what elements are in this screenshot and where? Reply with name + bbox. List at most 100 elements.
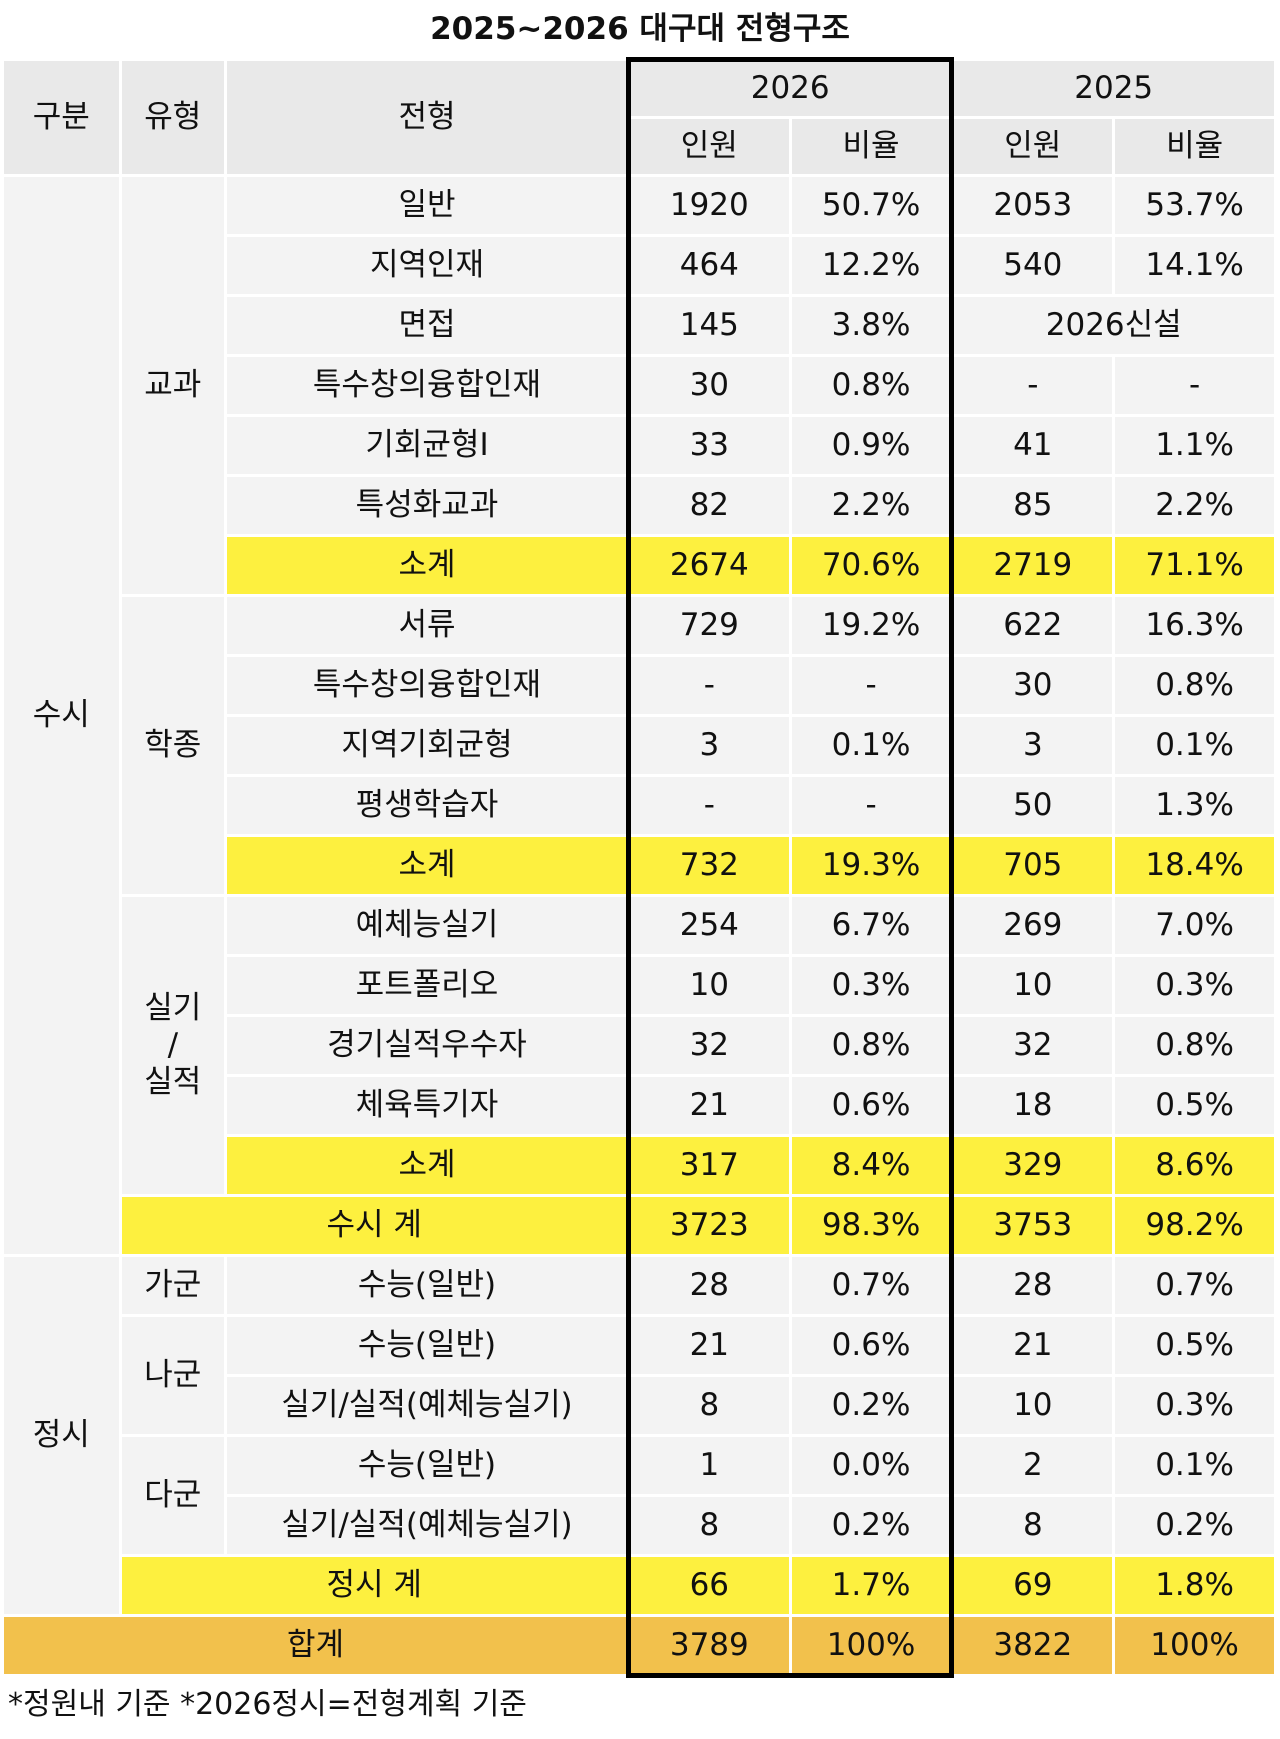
cell: 0.8% [1115, 657, 1274, 714]
cell: 6.7% [791, 897, 951, 954]
cell: 특성화교과 [227, 477, 627, 534]
cell: 실기 / 실적 [121, 897, 225, 1194]
footnote: *정원내 기준 *2026정시=전형계획 기준 [8, 1687, 527, 1722]
cell: 3 [629, 717, 789, 774]
cell: 50 [953, 777, 1113, 834]
cell: 3 [953, 717, 1113, 774]
cell: 교과 [121, 177, 225, 594]
cell: 0.8% [1115, 1017, 1274, 1074]
cell: 0.3% [1115, 1377, 1274, 1434]
cell: 41 [953, 417, 1113, 474]
cell: 0.9% [791, 417, 951, 474]
cell: 1 [629, 1437, 789, 1494]
cell: 21 [629, 1317, 789, 1374]
cell: 8 [953, 1497, 1113, 1554]
cell: 32 [953, 1017, 1113, 1074]
cell: 732 [629, 837, 789, 894]
cell: 10 [953, 957, 1113, 1014]
cell: 나군 [121, 1317, 225, 1434]
cell: 8 [629, 1497, 789, 1554]
cell: - [1115, 357, 1274, 414]
table-title: 2025~2026 대구대 전형구조 [430, 11, 850, 47]
cell: 0.6% [791, 1077, 951, 1134]
cell: 317 [629, 1137, 789, 1194]
header-cell: 2025 [953, 61, 1274, 116]
cell: 21 [629, 1077, 789, 1134]
cell: 19.3% [791, 837, 951, 894]
cell: 1920 [629, 177, 789, 234]
cell: 1.7% [791, 1557, 951, 1614]
cell: 269 [953, 897, 1113, 954]
cell: 729 [629, 597, 789, 654]
cell: 53.7% [1115, 177, 1274, 234]
cell: 100% [1115, 1617, 1274, 1674]
cell: 정시 계 [121, 1557, 627, 1614]
cell: 18.4% [1115, 837, 1274, 894]
cell: - [791, 777, 951, 834]
cell: 2674 [629, 537, 789, 594]
cell: 21 [953, 1317, 1113, 1374]
cell: 0.5% [1115, 1077, 1274, 1134]
cell: 2719 [953, 537, 1113, 594]
cell: 329 [953, 1137, 1113, 1194]
cell: 지역기회균형 [227, 717, 627, 774]
cell: 서류 [227, 597, 627, 654]
cell: 학종 [121, 597, 225, 894]
cell: 14.1% [1115, 237, 1274, 294]
header-cell: 비율 [791, 119, 951, 174]
cell: 예체능실기 [227, 897, 627, 954]
cell: 체육특기자 [227, 1077, 627, 1134]
cell: 8 [629, 1377, 789, 1434]
cell: 622 [953, 597, 1113, 654]
cell: 7.0% [1115, 897, 1274, 954]
cell: 실기/실적(예체능실기) [227, 1497, 627, 1554]
cell: 수시 계 [121, 1197, 627, 1254]
cell: 평생학습자 [227, 777, 627, 834]
cell: 8.6% [1115, 1137, 1274, 1194]
cell: 0.3% [791, 957, 951, 1014]
cell: 2053 [953, 177, 1113, 234]
cell: 정시 [4, 1257, 119, 1614]
cell: 소계 [227, 1137, 627, 1194]
cell: 70.6% [791, 537, 951, 594]
cell: - [629, 777, 789, 834]
cell: 지역인재 [227, 237, 627, 294]
cell: 다군 [121, 1437, 225, 1554]
cell: 100% [791, 1617, 951, 1674]
header-cell: 비율 [1115, 119, 1274, 174]
cell: - [791, 657, 951, 714]
cell: 30 [953, 657, 1113, 714]
admission-table: 구분 유형 전형 2026 2025 인원 비율 인원 비율 수시 교과 일반 192… [1, 58, 1277, 1677]
header-cell: 인원 [953, 119, 1113, 174]
cell: 85 [953, 477, 1113, 534]
cell: 0.1% [791, 717, 951, 774]
cell: 포트폴리오 [227, 957, 627, 1014]
cell: 8.4% [791, 1137, 951, 1194]
cell: 3753 [953, 1197, 1113, 1254]
cell: 2 [953, 1437, 1113, 1494]
cell: 0.1% [1115, 717, 1274, 774]
cell: 0.1% [1115, 1437, 1274, 1494]
cell: 소계 [227, 537, 627, 594]
cell: 수능(일반) [227, 1317, 627, 1374]
header-cell: 전형 [227, 61, 627, 174]
cell: - [953, 357, 1113, 414]
cell: 0.8% [791, 1017, 951, 1074]
cell: 50.7% [791, 177, 951, 234]
cell: 19.2% [791, 597, 951, 654]
header-cell: 구분 [4, 61, 119, 174]
cell: 145 [629, 297, 789, 354]
header-cell: 2026 [629, 61, 951, 116]
cell: 0.0% [791, 1437, 951, 1494]
cell: 28 [953, 1257, 1113, 1314]
cell: - [629, 657, 789, 714]
cell: 소계 [227, 837, 627, 894]
cell: 69 [953, 1557, 1113, 1614]
cell: 10 [953, 1377, 1113, 1434]
cell: 수능(일반) [227, 1437, 627, 1494]
cell: 0.8% [791, 357, 951, 414]
cell: 16.3% [1115, 597, 1274, 654]
cell: 2.2% [1115, 477, 1274, 534]
cell: 30 [629, 357, 789, 414]
